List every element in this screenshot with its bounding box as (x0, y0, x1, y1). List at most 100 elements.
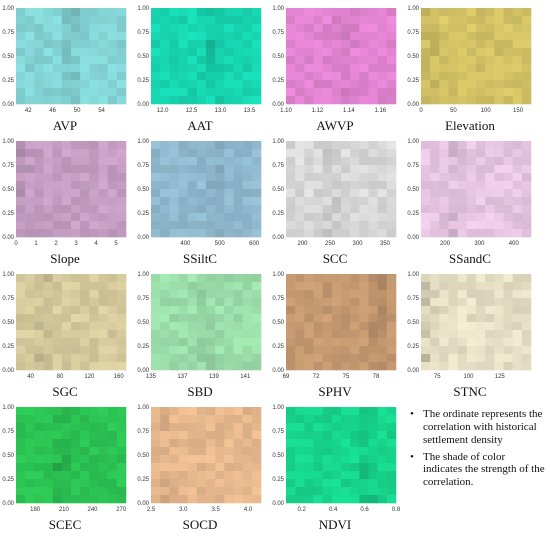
heatmap-cell (16, 346, 26, 355)
heatmap-cell (80, 455, 90, 464)
heatmap-cell (448, 149, 458, 158)
heatmap-cell (233, 354, 243, 363)
heatmap-cell (89, 298, 99, 307)
heatmap-cell (512, 354, 523, 363)
heatmap-cell (286, 298, 296, 307)
heatmap-cell (421, 221, 431, 230)
heatmap-cell (224, 495, 234, 504)
heatmap-cell (521, 197, 532, 206)
heatmap-cell (52, 447, 63, 456)
heatmap-cell (178, 173, 188, 182)
heatmap-cell (368, 229, 378, 238)
heatmap-cell (350, 290, 360, 299)
heatmap-cell (178, 181, 188, 190)
heatmap-cell (439, 213, 449, 222)
heatmap-cell (25, 423, 35, 432)
heatmap-cell (71, 431, 81, 440)
heatmap-cell (151, 32, 161, 41)
heatmap-cell (439, 346, 449, 355)
heatmap-cell (485, 165, 495, 174)
heatmap-cell (224, 197, 234, 206)
heatmap-cell (242, 96, 253, 105)
heatmap-cell (215, 415, 225, 424)
heatmap-cell (421, 338, 431, 347)
heatmap-cell (187, 471, 198, 480)
heatmap-cell (359, 322, 369, 331)
heatmap-cell (331, 157, 342, 166)
heatmap-cell (350, 64, 360, 73)
heatmap-cell (457, 141, 468, 150)
heatmap-cell (448, 229, 458, 238)
heatmap-cell (386, 48, 397, 57)
heatmap-cell (350, 88, 360, 97)
heatmap-cell (439, 149, 449, 158)
heatmap-cell (368, 282, 378, 291)
heatmap-cell (89, 197, 99, 206)
heatmap-cell (233, 346, 243, 355)
heatmap-cell (457, 322, 468, 331)
heatmap-cell (16, 8, 26, 17)
heatmap-cell (215, 298, 225, 307)
heatmap-cell (196, 439, 207, 448)
heatmap-cell (322, 322, 333, 331)
heatmap-cell (196, 221, 207, 230)
heatmap-cell (52, 32, 63, 41)
heatmap-cell (151, 495, 161, 504)
heatmap-cell (341, 64, 351, 73)
heatmap-cell (43, 455, 53, 464)
panel-title: AAT (187, 118, 213, 133)
heatmap-cell (295, 431, 305, 440)
heatmap-cell (430, 213, 440, 222)
heatmap-cell (196, 96, 207, 105)
heatmap-cell (331, 306, 342, 315)
heatmap-cell (151, 229, 161, 238)
heatmap-cell (34, 338, 44, 347)
heatmap-cell (295, 314, 305, 323)
heatmap-cell (107, 463, 118, 472)
heatmap-cell (160, 346, 170, 355)
heatmap-cell (313, 24, 323, 33)
heatmap-cell (457, 274, 468, 283)
heatmap-cell (286, 48, 296, 57)
heatmap-cell (43, 479, 53, 488)
heatmap-cell (178, 96, 188, 105)
x-tick-label: 42 (25, 108, 32, 114)
heatmap-cell (206, 56, 216, 65)
heatmap-cell (251, 80, 262, 89)
heatmap-cell (43, 447, 53, 456)
heatmap-cell (215, 330, 225, 339)
heatmap-cell (61, 431, 72, 440)
y-tick-label: 0.00 (272, 368, 284, 374)
heatmap-cell (251, 32, 262, 41)
heatmap-cell (457, 149, 468, 158)
heatmap-cell (295, 423, 305, 432)
heatmap-cell (313, 407, 323, 416)
heatmap-cell (178, 431, 188, 440)
heatmap-cell (359, 407, 369, 416)
heatmap-cell (16, 229, 26, 238)
heatmap-cell (485, 48, 495, 57)
heatmap-cell (61, 197, 72, 206)
heatmap-cell (368, 407, 378, 416)
heatmap-cell (107, 24, 118, 33)
heatmap-cell (457, 346, 468, 355)
heatmap-cell (512, 362, 523, 371)
heatmap-cell (377, 72, 388, 81)
heatmap-cell (439, 96, 449, 105)
heatmap-cell (485, 322, 495, 331)
heatmap-cell (187, 487, 198, 496)
heatmap-cell (233, 64, 243, 73)
heatmap-cell (160, 181, 170, 190)
heatmap-cell (187, 56, 198, 65)
heatmap-cell (116, 322, 127, 331)
heatmap-cell (34, 229, 44, 238)
heatmap-cell (16, 165, 26, 174)
heatmap-cell (233, 439, 243, 448)
heatmap-cell (71, 80, 81, 89)
heatmap-cell (224, 431, 234, 440)
heatmap-cell (16, 197, 26, 206)
heatmap-cell (430, 48, 440, 57)
heatmap-cell (160, 330, 170, 339)
y-tick-label: 0.75 (407, 163, 419, 169)
heatmap-cell (169, 56, 179, 65)
